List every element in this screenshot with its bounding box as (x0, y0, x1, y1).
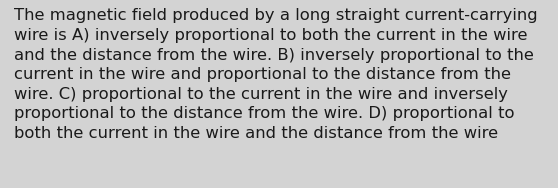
Text: The magnetic field produced by a long straight current-carrying
wire is A) inver: The magnetic field produced by a long st… (14, 8, 537, 141)
